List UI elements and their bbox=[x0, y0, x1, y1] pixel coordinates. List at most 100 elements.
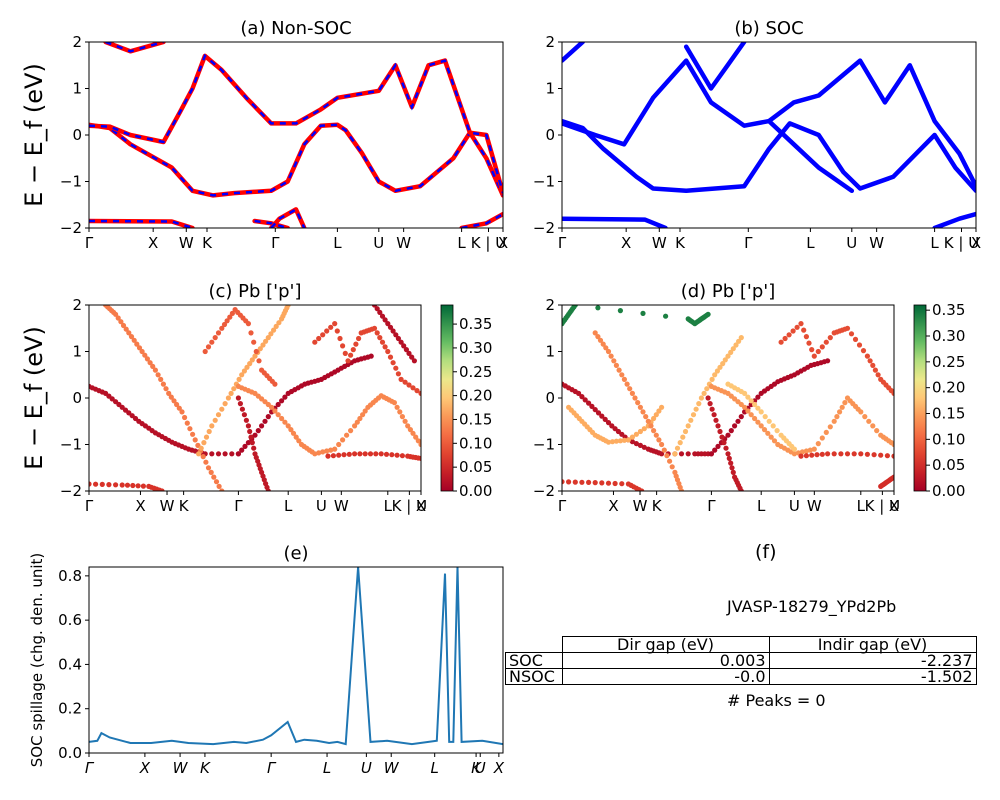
projection-point bbox=[187, 426, 193, 432]
projection-point bbox=[397, 409, 403, 415]
projection-point bbox=[728, 428, 734, 434]
projection-point bbox=[367, 451, 374, 457]
projection-point bbox=[633, 431, 640, 437]
projection-point bbox=[803, 448, 810, 454]
projection-point bbox=[387, 324, 394, 330]
projection-point bbox=[179, 409, 185, 415]
x-tick-label: W bbox=[652, 234, 667, 252]
projection-point bbox=[891, 390, 894, 396]
projection-point bbox=[723, 445, 729, 451]
projection-point bbox=[752, 415, 758, 422]
projection-point bbox=[293, 434, 299, 440]
projection-point bbox=[704, 386, 710, 392]
x-tick-label: Γ bbox=[234, 497, 243, 515]
band-line-overlay bbox=[89, 53, 503, 194]
projection-point bbox=[328, 324, 334, 330]
projection-point bbox=[405, 423, 411, 429]
x-tick-label: Γ bbox=[707, 497, 716, 515]
projection-point bbox=[701, 390, 707, 396]
projection-point bbox=[586, 400, 592, 406]
projection-point bbox=[698, 395, 705, 401]
projection-point bbox=[395, 335, 401, 342]
projection-point bbox=[256, 358, 262, 364]
projection-point bbox=[123, 326, 129, 332]
band-line bbox=[932, 211, 976, 228]
projection-point bbox=[379, 339, 386, 345]
colorbar-tick-label: 0.25 bbox=[932, 353, 965, 371]
projection-point bbox=[382, 317, 388, 323]
projection-point bbox=[285, 423, 291, 429]
projection-point bbox=[374, 330, 380, 336]
projection-point bbox=[605, 348, 612, 355]
panel-title: (c) Pb ['p'] bbox=[208, 281, 301, 302]
y-tick-label: 0 bbox=[545, 389, 555, 407]
projection-point bbox=[222, 401, 228, 407]
projection-point bbox=[374, 306, 380, 312]
projection-point bbox=[268, 331, 274, 337]
x-tick-label: K | U bbox=[471, 234, 506, 252]
projection-point bbox=[418, 441, 421, 448]
projection-point bbox=[209, 451, 215, 457]
x-tick-label: L bbox=[431, 759, 439, 777]
band-line bbox=[562, 42, 585, 63]
projection-point bbox=[212, 335, 218, 341]
projection-point bbox=[394, 404, 400, 410]
projection-point bbox=[799, 449, 806, 455]
projection-point bbox=[247, 428, 253, 435]
projection-point bbox=[870, 423, 876, 429]
projection-point bbox=[674, 445, 681, 451]
projection-point bbox=[252, 432, 258, 438]
x-tick-label: W bbox=[160, 497, 175, 515]
x-tick-label: K | U bbox=[944, 234, 979, 252]
projection-point bbox=[418, 455, 421, 461]
projection-point bbox=[720, 361, 726, 367]
y-tick-label: 1 bbox=[545, 80, 555, 98]
projection-point bbox=[411, 358, 417, 364]
projection-point bbox=[605, 480, 612, 486]
x-tick-label: X bbox=[416, 497, 426, 515]
x-tick-label: U bbox=[475, 759, 486, 777]
projection-point bbox=[838, 451, 844, 457]
y-tick-label: 1 bbox=[72, 343, 82, 361]
panel-title: (d) Pb ['p'] bbox=[681, 281, 776, 302]
projection-point bbox=[203, 434, 210, 440]
projection-point bbox=[884, 453, 891, 459]
projection-point bbox=[864, 451, 871, 457]
projection-point bbox=[589, 403, 595, 409]
band-line bbox=[562, 118, 976, 194]
gap-table: Dir gap (eV) Indir gap (eV) SOC 0.003 -2… bbox=[505, 636, 977, 685]
projection-point bbox=[823, 429, 829, 435]
projection-point bbox=[725, 353, 731, 359]
projection-point bbox=[227, 314, 233, 320]
projection-point bbox=[682, 428, 689, 435]
projection-point bbox=[639, 488, 645, 491]
x-tick-label: K bbox=[200, 759, 211, 777]
projection-point bbox=[819, 344, 825, 350]
projection-point bbox=[758, 423, 764, 429]
projection-point bbox=[677, 440, 683, 446]
x-tick-label: U bbox=[846, 234, 857, 252]
projection-point bbox=[709, 376, 715, 382]
projection-point bbox=[600, 341, 606, 347]
projection-point bbox=[562, 479, 565, 485]
projection-point bbox=[807, 447, 813, 453]
projection-point bbox=[377, 309, 383, 315]
projection-point bbox=[399, 453, 405, 459]
y-tick-label: 0.6 bbox=[58, 611, 82, 629]
dir-gap-value: -0.0 bbox=[561, 668, 770, 685]
projection-point bbox=[257, 346, 263, 352]
projection-point bbox=[844, 451, 851, 457]
projection-point bbox=[871, 452, 877, 458]
y-tick-label: −2 bbox=[60, 219, 82, 237]
band-line bbox=[89, 122, 503, 198]
x-tick-label: K bbox=[652, 497, 663, 515]
projection-point bbox=[282, 419, 288, 425]
projection-point bbox=[385, 321, 391, 327]
projection-point bbox=[592, 407, 598, 413]
projection-point bbox=[599, 413, 605, 419]
projection-point bbox=[393, 365, 399, 371]
projection-point bbox=[190, 431, 196, 437]
projection-point bbox=[324, 448, 330, 454]
projection-point bbox=[198, 445, 204, 451]
projection-point bbox=[659, 451, 665, 457]
